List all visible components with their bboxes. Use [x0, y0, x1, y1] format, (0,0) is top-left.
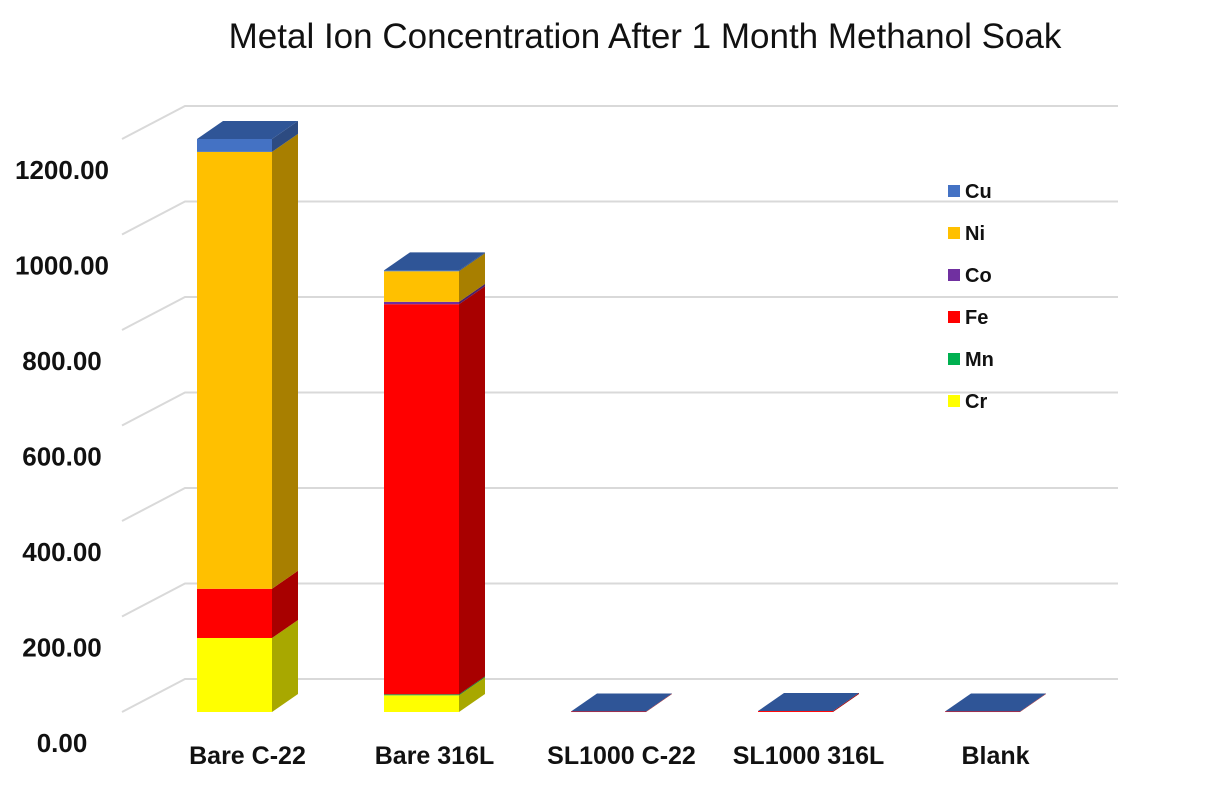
legend-swatch — [948, 185, 960, 197]
legend-label: Ni — [965, 223, 985, 245]
gridlines — [121, 105, 1118, 713]
gridline — [121, 105, 1118, 140]
legend-swatch — [948, 311, 960, 323]
bar-top — [384, 252, 485, 271]
bar-segment-side — [272, 570, 298, 638]
y-tick-label: 0.00 — [37, 728, 88, 758]
legend-label: Cu — [965, 181, 992, 203]
gridline — [121, 678, 1118, 713]
bar-segment-side — [1020, 693, 1046, 712]
y-axis-ticks: 0.00 200.00 400.00 600.00 800.00 1000.00 1200.… — [15, 155, 109, 758]
x-tick-label: SL1000 C-22 — [547, 742, 696, 770]
bar-segment-side — [272, 133, 298, 589]
bar-top — [197, 121, 298, 139]
bar-segment-side — [459, 253, 485, 302]
bar-segment-side — [833, 693, 859, 712]
bar-top — [571, 693, 672, 712]
bar-stack — [945, 693, 1046, 713]
x-axis-ticks: Bare C-22 Bare 316L SL1000 C-22 SL1000 316L… — [189, 742, 1029, 770]
legend-swatch — [948, 227, 960, 239]
legend-swatch — [948, 395, 960, 407]
bar-segment — [945, 711, 1020, 713]
bar-segment — [384, 694, 459, 696]
gridline — [121, 391, 1118, 427]
x-tick-label: Bare 316L — [375, 742, 495, 770]
bar-segment — [197, 637, 272, 712]
legend-label: Fe — [965, 307, 988, 329]
bar-stack — [758, 693, 859, 712]
chart-title: Metal Ion Concentration After 1 Month Me… — [229, 17, 1062, 56]
y-tick-label: 200.00 — [22, 633, 102, 663]
bar-segment-side — [459, 677, 485, 712]
legend: Cu Ni Co Fe Mn Cr — [948, 181, 994, 413]
bar-segment — [384, 304, 459, 695]
bar-segment — [197, 151, 272, 589]
bar-segment-side — [272, 121, 298, 152]
legend-label: Mn — [965, 349, 994, 371]
x-tick-label: Bare C-22 — [189, 742, 306, 770]
bar-top — [758, 693, 859, 712]
legend-label: Cr — [965, 391, 987, 413]
legend-label: Co — [965, 265, 992, 287]
bar-segment — [384, 271, 459, 302]
bar-segment — [758, 711, 833, 712]
bar-top — [945, 693, 1046, 712]
gridline — [121, 296, 1118, 331]
y-tick-label: 400.00 — [22, 537, 102, 567]
bar-segment — [384, 301, 459, 305]
bar-segment — [384, 270, 459, 272]
x-tick-label: Blank — [961, 742, 1029, 770]
bar-segment — [197, 139, 272, 152]
bar-segment-side — [459, 676, 485, 696]
bar-segment-side — [459, 286, 485, 695]
bar-stack — [571, 693, 672, 713]
bar-segment — [571, 711, 646, 713]
gridline — [121, 582, 1118, 618]
bar-segment — [384, 695, 459, 712]
x-tick-label: SL1000 316L — [733, 742, 885, 770]
bar-segment-side — [459, 252, 485, 272]
gridline — [121, 200, 1118, 236]
y-tick-label: 800.00 — [22, 346, 102, 376]
bar-segment-side — [646, 693, 672, 712]
bar-stack — [384, 252, 485, 712]
gridline — [121, 487, 1118, 522]
bar-stack — [197, 121, 298, 712]
bars — [197, 121, 1046, 713]
y-tick-label: 1000.00 — [15, 251, 109, 281]
bar-segment-side — [459, 283, 485, 305]
bar-segment-side — [272, 619, 298, 712]
legend-swatch — [948, 353, 960, 365]
legend-swatch — [948, 269, 960, 281]
y-tick-label: 1200.00 — [15, 155, 109, 185]
bar-segment — [197, 588, 272, 638]
y-tick-label: 600.00 — [22, 442, 102, 472]
